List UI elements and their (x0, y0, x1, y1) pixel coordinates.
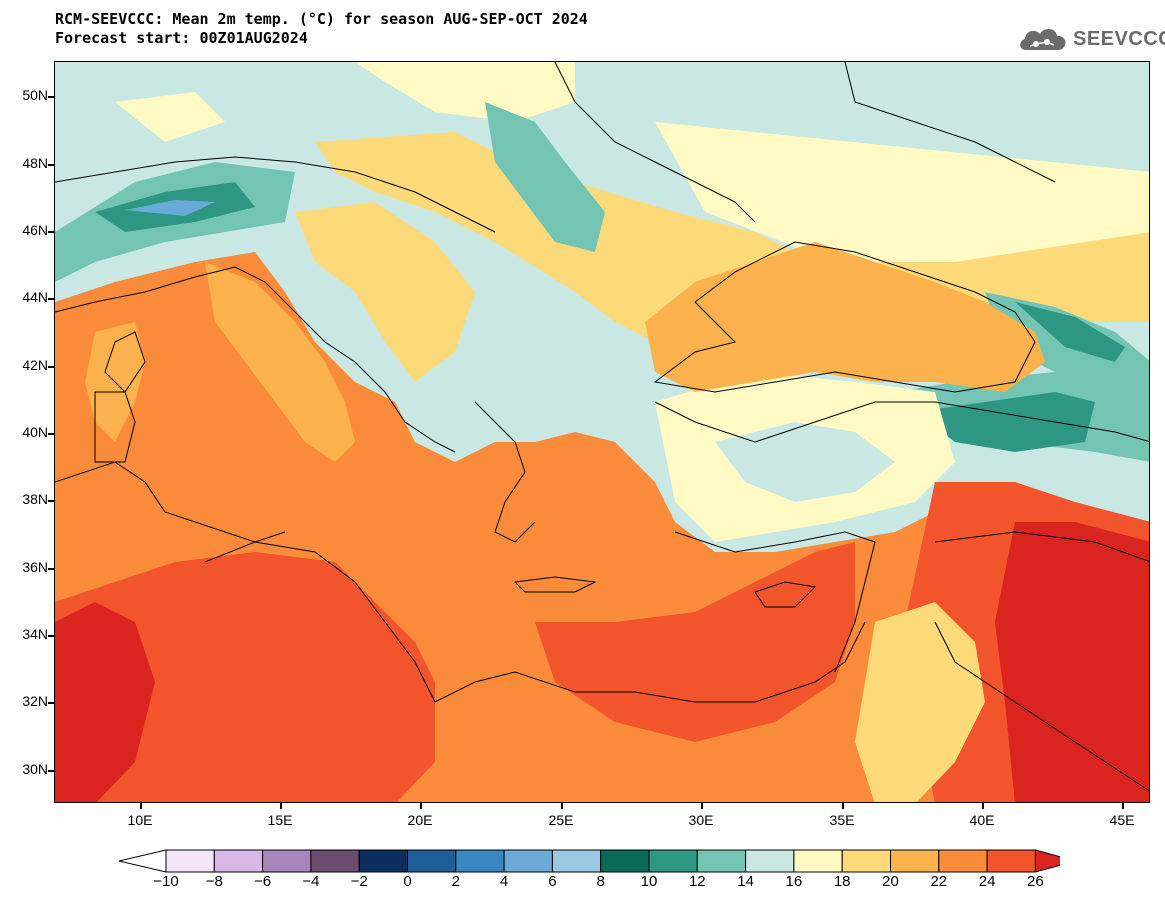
colorbar-under-triangle (118, 849, 167, 873)
colorbar-tick-label: 6 (548, 873, 557, 890)
colorbar-tick-label: −4 (302, 873, 320, 890)
lon-label-20e: 20E (407, 812, 433, 828)
colorbar-tick-label: 10 (640, 873, 658, 890)
lat-label-48n: 48N (22, 155, 48, 171)
colorbar-tick-label: 20 (882, 873, 899, 890)
lat-tick (48, 500, 54, 502)
colorbar-tick-label: 4 (499, 873, 509, 890)
lat-tick (48, 298, 54, 300)
colorbar-swatch (696, 849, 747, 873)
lat-label-40n: 40N (22, 424, 48, 440)
colorbar (118, 849, 1060, 873)
colorbar-tick-label: −10 (153, 873, 179, 890)
colorbar-tick-label: 16 (785, 873, 803, 890)
colorbar-swatch (455, 849, 505, 873)
colorbar-over-triangle (1034, 849, 1060, 873)
map-panel (54, 61, 1150, 803)
lon-tick (420, 803, 422, 809)
colorbar-swatch (890, 849, 940, 873)
lon-tick (701, 803, 703, 809)
title-block: RCM-SEEVCCC: Mean 2m temp. (°C) for seas… (55, 10, 588, 48)
lat-label-36n: 36N (22, 559, 48, 575)
colorbar-swatch (358, 849, 408, 873)
lat-tick (48, 164, 54, 166)
map-title: RCM-SEEVCCC: Mean 2m temp. (°C) for seas… (55, 10, 588, 28)
lat-label-30n: 30N (22, 761, 48, 777)
colorbar-swatch (213, 849, 264, 873)
colorbar-tick-label: 8 (596, 873, 605, 890)
lat-tick (48, 702, 54, 704)
lat-tick (48, 96, 54, 98)
cloud-icon (1020, 28, 1066, 50)
colorbar-swatch (503, 849, 553, 873)
lon-label-40e: 40E (969, 812, 995, 828)
lon-tick (982, 803, 984, 809)
colorbar-swatch (551, 849, 602, 873)
lat-label-42n: 42N (22, 357, 48, 373)
lon-label-45e: 45E (1109, 812, 1135, 828)
colorbar-swatch (648, 849, 698, 873)
lon-tick (842, 803, 844, 809)
colorbar-swatch (793, 849, 843, 873)
logo-text: SEEVCCC (1073, 27, 1165, 50)
lat-tick (48, 366, 54, 368)
colorbar-tick-label: 22 (930, 873, 948, 890)
lat-tick (48, 568, 54, 570)
colorbar-tick-label: 0 (403, 873, 412, 890)
colorbar-swatch (986, 849, 1036, 873)
lat-label-38n: 38N (22, 491, 48, 507)
colorbar-tick-label: 12 (688, 873, 706, 890)
colorbar-tick-label: −8 (205, 873, 223, 890)
lat-label-44n: 44N (22, 289, 48, 305)
forecast-start: Forecast start: 00Z01AUG2024 (55, 29, 308, 47)
colorbar-swatch (407, 849, 457, 873)
colorbar-swatch (165, 849, 215, 873)
colorbar-tick-label: 26 (1027, 873, 1044, 890)
lon-tick (280, 803, 282, 809)
lon-tick (1122, 803, 1124, 809)
lon-label-30e: 30E (688, 812, 714, 828)
lon-label-35e: 35E (829, 812, 855, 828)
colorbar-swatch (745, 849, 795, 873)
lat-label-46n: 46N (22, 222, 48, 238)
colorbar-swatch (841, 849, 892, 873)
colorbar-tick-label: 2 (451, 873, 460, 890)
lat-label-34n: 34N (22, 626, 48, 642)
colorbar-tick-label: −2 (350, 873, 368, 890)
colorbar-tick-label: 18 (833, 873, 851, 890)
colorbar-tick-label: 14 (737, 873, 754, 890)
lon-label-15e: 15E (267, 812, 293, 828)
lon-label-10e: 10E (127, 812, 153, 828)
lon-tick (561, 803, 563, 809)
lat-label-50n: 50N (22, 87, 48, 103)
lon-tick (140, 803, 142, 809)
colorbar-swatch (310, 849, 360, 873)
lat-tick (48, 231, 54, 233)
seevccc-logo: SEEVCCC (1016, 22, 1165, 56)
colorbar-tick-label: 24 (978, 873, 996, 890)
colorbar-swatch (938, 849, 988, 873)
colorbar-tick-label: −6 (254, 873, 272, 890)
colorbar-swatch (262, 849, 312, 873)
lon-label-25e: 25E (548, 812, 574, 828)
lat-tick (48, 770, 54, 772)
colorbar-swatch (600, 849, 650, 873)
lat-tick (48, 635, 54, 637)
lat-label-32n: 32N (22, 693, 48, 709)
temperature-field (55, 62, 1149, 802)
lat-tick (48, 433, 54, 435)
